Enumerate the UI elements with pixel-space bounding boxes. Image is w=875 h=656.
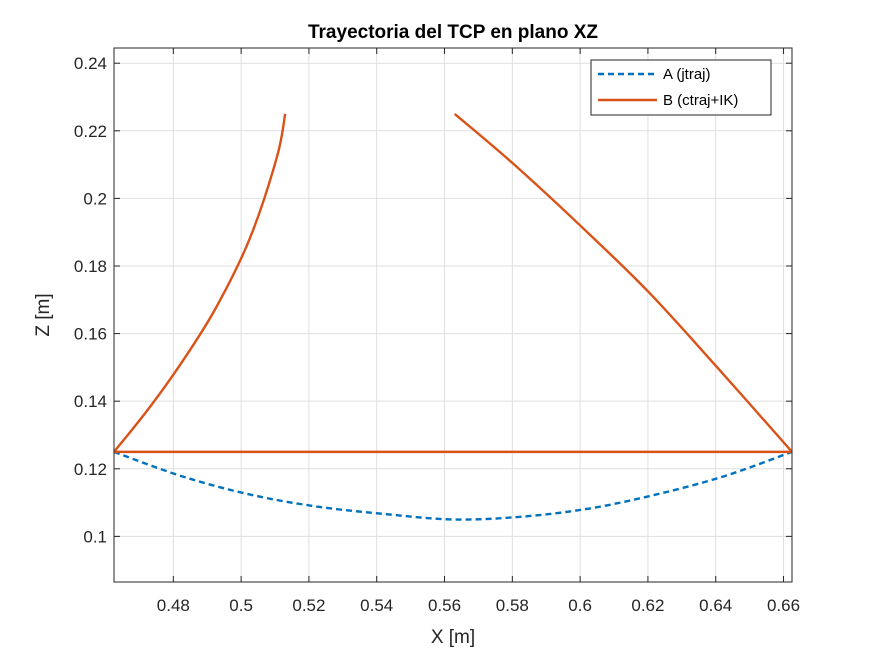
y-tick-label: 0.12 xyxy=(74,460,107,479)
legend-entry-a: A (jtraj) xyxy=(663,66,711,83)
x-axis-label: X [m] xyxy=(431,627,475,648)
y-tick-label: 0.14 xyxy=(74,392,107,411)
plot-area xyxy=(114,48,792,582)
x-tick-label: 0.54 xyxy=(360,596,393,615)
series-layer xyxy=(113,112,793,521)
x-tick-label: 0.56 xyxy=(428,596,461,615)
tick-layer: 0.48 0.5 0.52 0.54 0.56 0.58 0.6 0.62 0.64 0.66 0.… xyxy=(74,48,800,615)
legend-box xyxy=(590,59,772,116)
x-tick-label: 0.52 xyxy=(292,596,325,615)
x-tick-label: 0.58 xyxy=(496,596,529,615)
y-tick-label: 0.16 xyxy=(74,325,107,344)
x-tick-label: 0.6 xyxy=(568,596,592,615)
y-tick-label: 0.2 xyxy=(83,189,107,208)
grid-layer xyxy=(114,48,792,582)
x-tick-label: 0.66 xyxy=(767,596,800,615)
chart-title: Trayectoria del TCP en plano XZ xyxy=(308,22,598,43)
y-axis-label: Z [m] xyxy=(33,293,54,336)
x-tick-label: 0.64 xyxy=(699,596,732,615)
x-tick-label: 0.5 xyxy=(229,596,253,615)
series-line-b-segment-2 xyxy=(453,112,793,453)
x-tick-label: 0.62 xyxy=(631,596,664,615)
x-tick-label: 0.48 xyxy=(157,596,190,615)
series-line-b-segment-0 xyxy=(113,113,287,453)
series-line-a-segment-0 xyxy=(113,450,793,521)
legend-entry-b: B (ctraj+IK) xyxy=(663,92,738,109)
legend: A (jtraj) B (ctraj+IK) xyxy=(590,59,772,116)
y-tick-label: 0.22 xyxy=(74,122,107,141)
y-tick-label: 0.1 xyxy=(83,527,107,546)
plot-border xyxy=(113,47,793,583)
y-tick-label: 0.18 xyxy=(74,257,107,276)
y-tick-label: 0.24 xyxy=(74,54,107,73)
